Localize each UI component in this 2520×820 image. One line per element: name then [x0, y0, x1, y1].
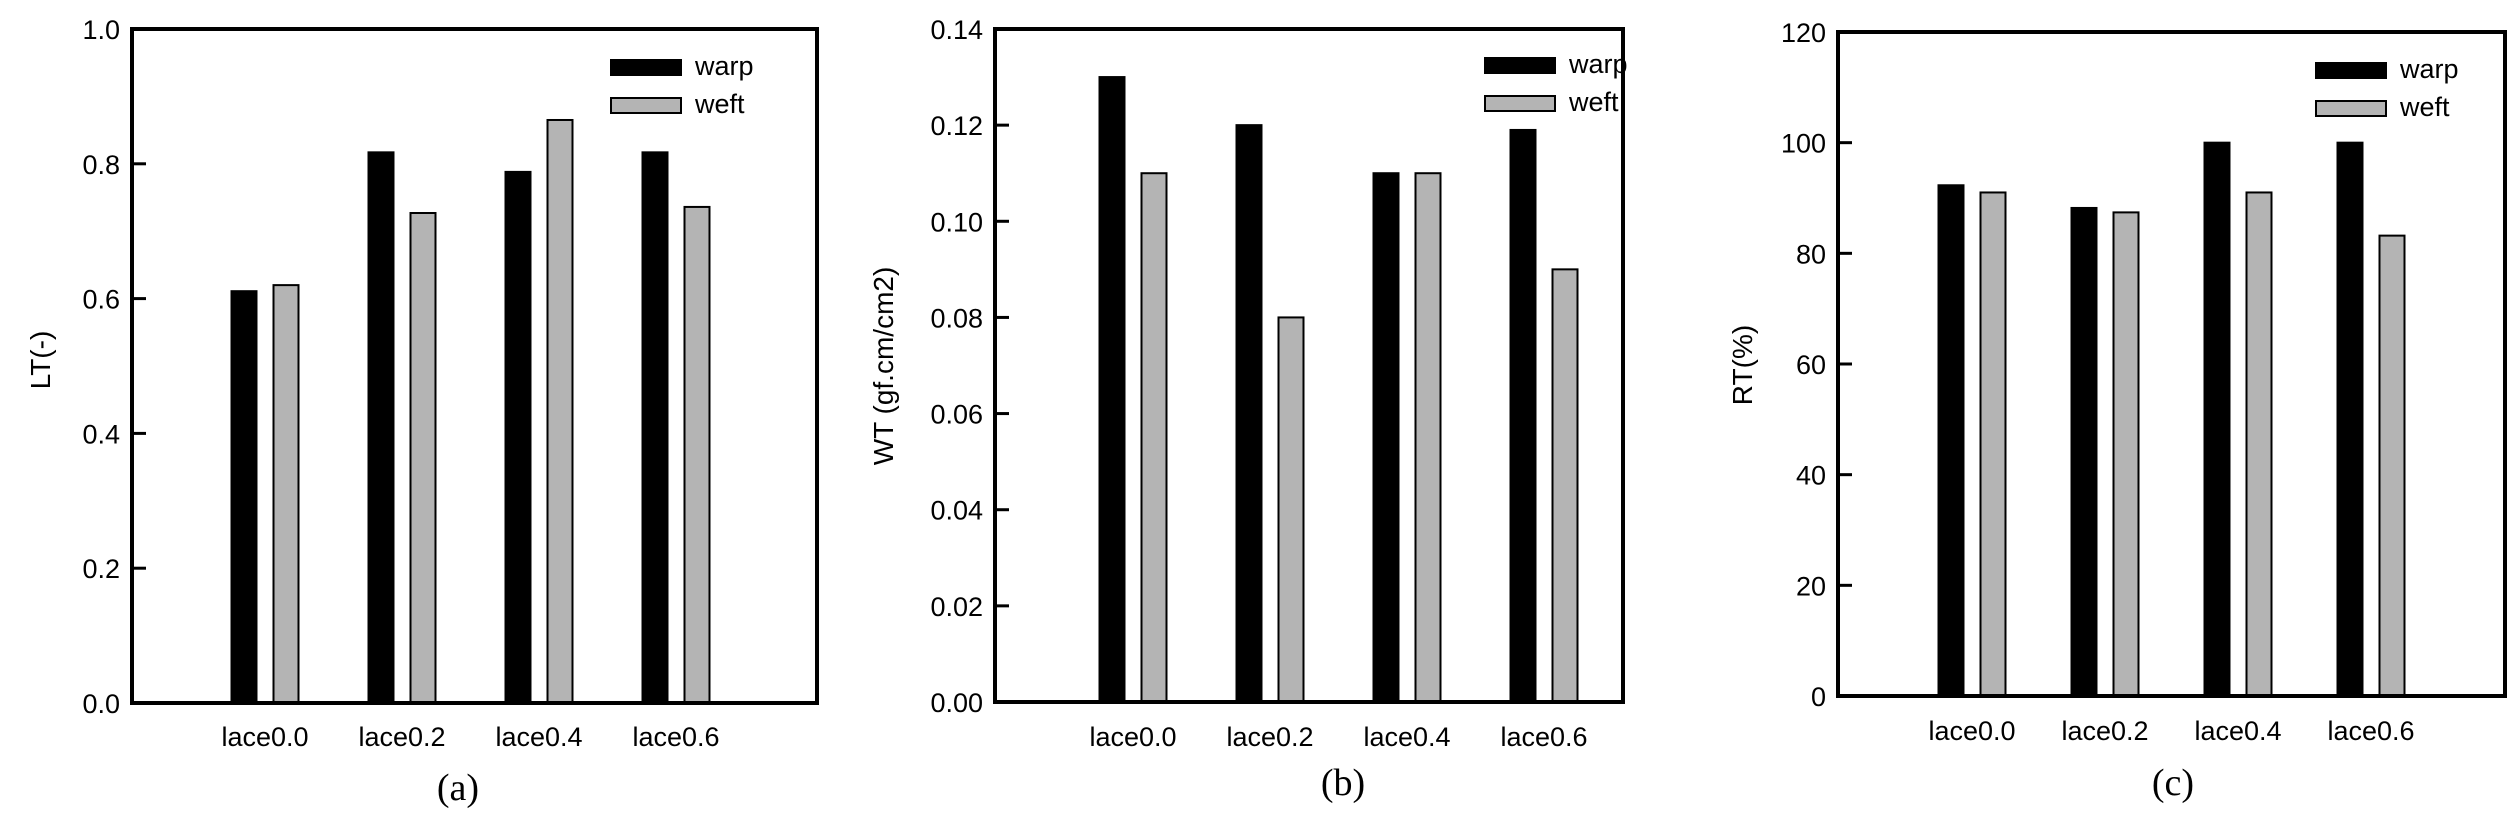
chart-panel-b: 0.00 0.02 0.04 0.06 0.08 0.10 0.12 0.14 lace0.0 l…	[868, 15, 1628, 804]
bar-weft-lace0.4	[2245, 191, 2273, 697]
bar-warp-lace0.0	[1098, 76, 1126, 704]
legend-swatch-warp	[1484, 57, 1556, 74]
y-tick-label: 20	[1796, 571, 1826, 601]
bar-weft-lace0.2	[2112, 211, 2140, 698]
bar-warp-lace0.0	[1937, 184, 1965, 697]
panel-label: (c)	[2152, 762, 2194, 804]
x-category-label: lace0.6	[2327, 716, 2414, 746]
legend-label-weft: weft	[2399, 92, 2450, 122]
bar-warp-lace0.0	[230, 290, 258, 704]
legend-label-weft: weft	[694, 89, 745, 119]
bar-warp-lace0.4	[1372, 172, 1400, 703]
x-category-label: lace0.2	[358, 722, 445, 752]
plot-frame	[993, 27, 1625, 704]
bar-warp-lace0.2	[2070, 206, 2098, 698]
bar-weft-lace0.6	[2378, 234, 2406, 697]
bar-warp-lace0.6	[641, 151, 669, 705]
bar-weft-lace0.0	[1140, 172, 1168, 703]
x-category-label: lace0.4	[2194, 716, 2281, 746]
legend-label-warp: warp	[2399, 54, 2459, 84]
y-tick-label: 0.0	[82, 689, 120, 719]
x-category-label: lace0.0	[1928, 716, 2015, 746]
y-axis-title: WT (gf.cm/cm2)	[868, 267, 899, 466]
bar-weft-lace0.2	[409, 212, 437, 704]
bar-weft-lace0.0	[272, 284, 300, 704]
bar-warp-lace0.6	[2336, 141, 2364, 697]
panel-label: (a)	[437, 767, 479, 809]
legend-swatch-weft	[1484, 95, 1556, 112]
bar-warp-lace0.2	[367, 151, 395, 705]
y-tick-label: 0.02	[930, 592, 983, 622]
y-tick-label: 0.8	[82, 150, 120, 180]
legend-swatch-warp	[2315, 62, 2387, 79]
bar-weft-lace0.4	[1414, 172, 1442, 703]
y-tick-label: 40	[1796, 461, 1826, 491]
legend-swatch-warp	[610, 59, 682, 76]
bar-weft-lace0.6	[1551, 268, 1579, 703]
legend-swatch-weft	[610, 97, 682, 114]
bar-warp-lace0.4	[2203, 141, 2231, 697]
legend-swatch-weft	[2315, 100, 2387, 117]
chart-panel-c: 0 20 40 60 80 100 120 lace0.0 lace0.2 lace0.4 lace…	[1727, 18, 2507, 804]
x-category-label: lace0.0	[221, 722, 308, 752]
y-tick-label: 0	[1811, 682, 1826, 712]
x-category-label: lace0.4	[495, 722, 582, 752]
legend-label-weft: weft	[1568, 87, 1619, 117]
bar-warp-lace0.2	[1235, 124, 1263, 703]
y-tick-label: 1.0	[82, 15, 120, 45]
chart-panel-a: 0.0 0.2 0.4 0.6 0.8 1.0 lace0.0 lace0.2 lace0.4 l…	[25, 15, 819, 809]
x-category-label: lace0.4	[1363, 722, 1450, 752]
bar-weft-lace0.0	[1979, 191, 2007, 697]
bar-weft-lace0.6	[683, 205, 711, 704]
y-tick-label: 0.6	[82, 285, 120, 315]
x-category-label: lace0.6	[1500, 722, 1587, 752]
legend-label-warp: warp	[1568, 49, 1628, 79]
y-tick-label: 0.06	[930, 400, 983, 430]
y-axis-title: RT(%)	[1727, 325, 1758, 405]
y-tick-label: 0.04	[930, 496, 983, 526]
y-tick-label: 0.4	[82, 419, 120, 449]
y-tick-label: 0.10	[930, 207, 983, 237]
bar-weft-lace0.2	[1277, 316, 1305, 703]
y-tick-label: 80	[1796, 239, 1826, 269]
bar-warp-lace0.4	[504, 170, 532, 704]
x-category-label: lace0.0	[1089, 722, 1176, 752]
y-tick-label: 0.2	[82, 554, 120, 584]
panel-label: (b)	[1321, 762, 1365, 804]
x-category-label: lace0.2	[1226, 722, 1313, 752]
y-tick-label: 0.12	[930, 111, 983, 141]
y-tick-label: 0.14	[930, 15, 983, 45]
y-axis-title: LT(-)	[25, 331, 56, 390]
plot-frame	[130, 27, 819, 705]
y-tick-label: 60	[1796, 350, 1826, 380]
legend-label-warp: warp	[694, 51, 754, 81]
bar-warp-lace0.6	[1509, 128, 1537, 703]
bar-weft-lace0.4	[546, 118, 574, 705]
y-tick-label: 0.00	[930, 688, 983, 718]
y-tick-label: 0.08	[930, 303, 983, 333]
y-tick-label: 100	[1781, 129, 1826, 159]
y-tick-label: 120	[1781, 18, 1826, 48]
x-category-label: lace0.2	[2061, 716, 2148, 746]
x-category-label: lace0.6	[632, 722, 719, 752]
